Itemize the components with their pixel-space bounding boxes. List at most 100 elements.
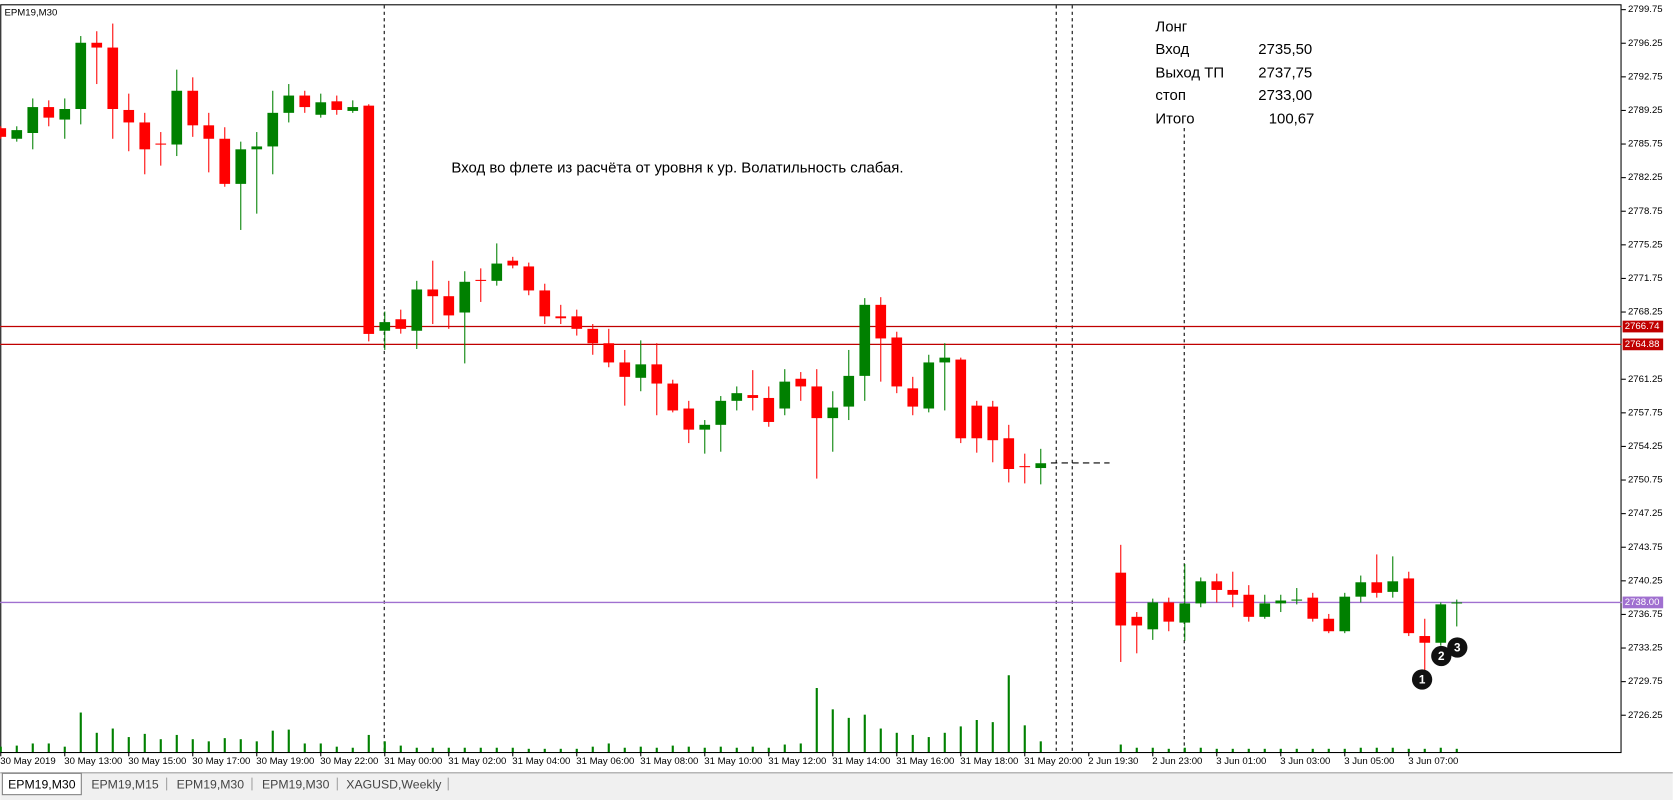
y-tick-label: 2775.25 — [1628, 239, 1663, 250]
tab-label[interactable]: EPM19,M30 — [177, 777, 245, 791]
y-tick-label: 2782.25 — [1628, 172, 1663, 183]
candle-body — [1115, 572, 1127, 626]
candle-body — [731, 393, 743, 401]
y-tick-label: 2792.75 — [1628, 71, 1663, 82]
panel-value: 2733,00 — [1258, 87, 1312, 104]
tab[interactable] — [168, 775, 252, 793]
panel-value: 2735,50 — [1258, 41, 1312, 58]
candle-body — [1147, 602, 1159, 630]
candle-body — [427, 289, 439, 297]
panel-key: Вход — [1155, 41, 1189, 58]
candle-body — [619, 362, 631, 377]
y-tick-label: 2785.75 — [1628, 139, 1663, 150]
panel-key: Итого — [1155, 110, 1194, 127]
y-tick-label: 2768.25 — [1628, 307, 1663, 318]
candle-body — [267, 112, 279, 147]
x-tick-label: 3 Jun 07:00 — [1408, 756, 1458, 767]
candle-body — [363, 105, 375, 334]
candle-body — [1419, 636, 1431, 643]
y-tick-label: 2726.25 — [1628, 710, 1663, 721]
price-label-box — [1622, 338, 1664, 351]
x-tick-label: 31 May 18:00 — [960, 756, 1018, 767]
candle-body — [1035, 463, 1047, 469]
candle-body — [171, 90, 183, 145]
candle-body — [843, 375, 855, 407]
candle-body — [939, 357, 951, 363]
candle-body — [379, 322, 391, 331]
candle-body — [59, 109, 71, 120]
panel-title: Лонг — [1155, 19, 1187, 36]
candle-body — [155, 143, 167, 145]
candle-body — [603, 343, 615, 363]
candle-body — [651, 364, 663, 384]
candle-body — [475, 279, 487, 281]
candle-body — [11, 130, 23, 139]
candle-body — [187, 90, 199, 126]
x-tick-label: 30 May 2019 — [0, 756, 55, 767]
y-tick-label: 2796.25 — [1628, 38, 1663, 49]
y-tick-label: 2778.75 — [1628, 206, 1663, 217]
candle-body — [827, 407, 839, 419]
candle-body — [1371, 582, 1383, 593]
marker-label: 1 — [1419, 674, 1426, 687]
marker — [1447, 637, 1468, 658]
candle-body — [91, 42, 103, 48]
x-tick-label: 3 Jun 03:00 — [1280, 756, 1330, 767]
tab-active[interactable] — [1, 772, 82, 796]
tab-label[interactable]: EPM19,M30 — [262, 777, 330, 791]
tab-label[interactable]: EPM19,M15 — [91, 777, 159, 791]
marker — [1431, 645, 1452, 667]
y-tick-label: 2740.25 — [1628, 575, 1663, 586]
candle-body — [1259, 603, 1271, 617]
tab-label[interactable]: EPM19,M30 — [8, 777, 76, 791]
candle-body — [1451, 602, 1463, 604]
candle-body — [779, 381, 791, 409]
x-tick-label: 30 May 13:00 — [64, 756, 122, 767]
y-tick-label: 2736.75 — [1628, 609, 1663, 620]
candle-body — [907, 388, 919, 407]
candle-body — [715, 400, 727, 425]
y-tick-label: 2771.75 — [1628, 273, 1663, 284]
price-label: 2766.74 — [1625, 321, 1660, 332]
y-tick-label: 2743.75 — [1628, 542, 1663, 553]
candle-body — [1227, 589, 1239, 595]
x-tick-label: 2 Jun 19:30 — [1088, 756, 1138, 767]
y-tick-label: 2754.25 — [1628, 441, 1663, 452]
x-tick-label: 31 May 10:00 — [704, 756, 762, 767]
candle-body — [315, 102, 327, 115]
tab[interactable] — [339, 775, 449, 793]
x-tick-label: 31 May 20:00 — [1024, 756, 1082, 767]
candle-body — [987, 406, 999, 441]
candle-body — [347, 107, 359, 111]
candle-body — [1131, 616, 1143, 626]
tab[interactable] — [254, 775, 338, 793]
price-label-box — [1622, 320, 1664, 333]
candle-body — [219, 138, 231, 184]
marker-label: 2 — [1438, 650, 1445, 663]
candle-body — [123, 109, 135, 123]
price-label: 2764.88 — [1625, 339, 1660, 350]
candle-body — [395, 319, 407, 329]
candle-body — [571, 316, 583, 329]
tab-label[interactable]: XAGUSD,Weekly — [346, 777, 442, 791]
candle-body — [763, 397, 775, 422]
candle-body — [539, 290, 551, 317]
candle-body — [891, 337, 903, 387]
tab[interactable] — [83, 775, 167, 793]
x-tick-label: 31 May 04:00 — [512, 756, 570, 767]
x-tick-label: 31 May 16:00 — [896, 756, 954, 767]
x-tick-label: 30 May 19:00 — [256, 756, 314, 767]
candle-body — [251, 146, 263, 150]
candle-body — [1307, 597, 1319, 619]
candle-body — [1387, 581, 1399, 592]
candle-body — [139, 122, 151, 150]
candle-body — [1195, 581, 1207, 604]
candle-body — [795, 378, 807, 387]
candle-body — [235, 149, 247, 184]
y-tick-label: 2750.75 — [1628, 475, 1663, 486]
candle-body — [107, 47, 119, 110]
y-tick-label: 2747.25 — [1628, 508, 1663, 519]
panel-key: Выход ТП — [1155, 65, 1224, 82]
y-tick-label: 2789.25 — [1628, 105, 1663, 116]
